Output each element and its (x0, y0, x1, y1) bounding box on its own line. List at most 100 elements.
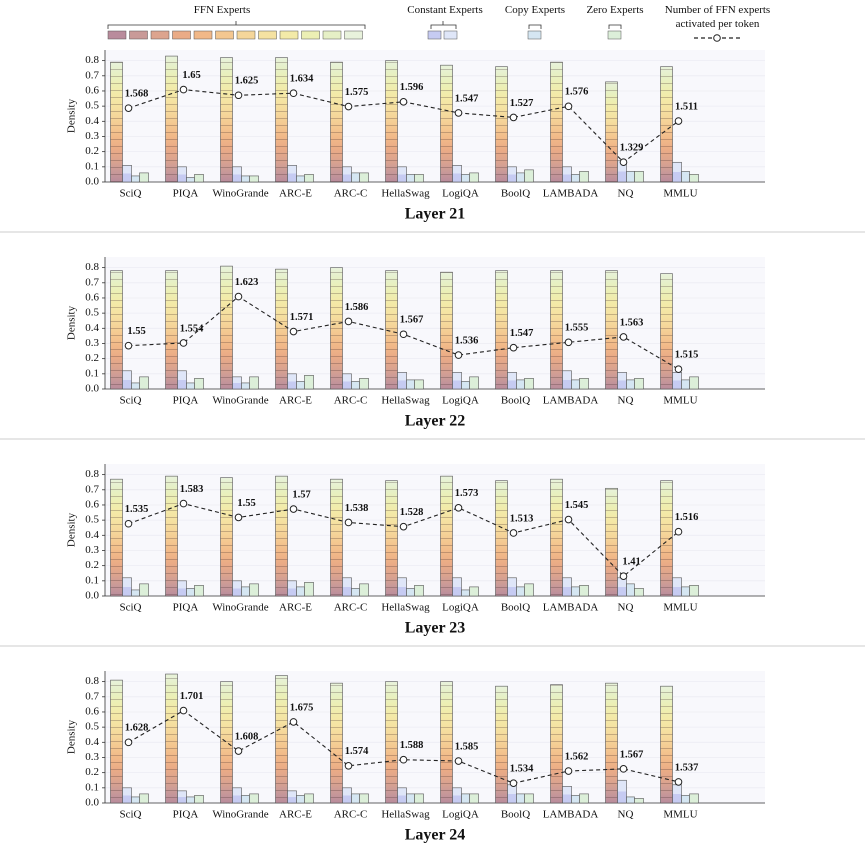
bar-texture (110, 270, 123, 389)
line-marker (564, 102, 573, 111)
bar-texture (495, 270, 508, 389)
data-label: 1.571 (290, 312, 314, 323)
data-label: 1.625 (235, 76, 259, 87)
bar-texture (275, 57, 288, 182)
line-marker (619, 572, 628, 581)
bar (516, 379, 525, 390)
bar (194, 174, 204, 183)
x-tick-label: HellaSwag (381, 602, 430, 614)
bar-texture (275, 675, 288, 803)
bar-texture (220, 57, 233, 182)
bar (177, 580, 187, 597)
legend-swatch (443, 30, 458, 40)
x-tick-label: NQ (618, 395, 634, 407)
bar (177, 370, 187, 390)
legend-swatch (258, 30, 277, 40)
legend-swatch (107, 30, 127, 40)
bar (351, 588, 360, 597)
bar-texture (550, 270, 563, 389)
data-label: 1.588 (400, 740, 424, 751)
bar (469, 586, 479, 597)
y-axis-label: Density (66, 98, 78, 133)
data-label: 1.515 (675, 350, 699, 361)
bar (634, 378, 644, 390)
bar (524, 583, 534, 597)
bar (516, 793, 525, 804)
x-tick-label: HellaSwag (381, 395, 430, 407)
y-tick-label: 0.6 (85, 84, 99, 96)
data-label: 1.545 (565, 500, 589, 511)
bar-texture (330, 683, 343, 803)
bar (617, 779, 627, 804)
line-marker (399, 755, 408, 764)
x-tick-label: SciQ (120, 188, 142, 200)
bar (634, 171, 644, 183)
bar (287, 790, 297, 804)
data-label: 1.575 (345, 87, 369, 98)
y-tick-label: 0.2 (85, 559, 99, 571)
y-axis-label: Density (66, 305, 78, 340)
bar (232, 166, 242, 183)
x-tick-label: LAMBADA (543, 809, 599, 821)
chart-title: Layer 23 (405, 620, 466, 637)
bar-texture (495, 66, 508, 182)
bar (186, 177, 195, 183)
line-marker (619, 333, 628, 341)
bar (359, 583, 369, 597)
x-tick-label: LogiQA (442, 809, 479, 821)
bar (672, 577, 682, 597)
line-marker (344, 518, 353, 527)
bar (524, 793, 534, 804)
bar (131, 796, 140, 804)
bar (342, 166, 352, 183)
bar (304, 582, 314, 597)
bar (139, 793, 149, 804)
line-marker (234, 513, 243, 522)
bar (672, 372, 682, 390)
legend-swatch (427, 30, 442, 40)
y-tick-label: 0.4 (85, 115, 99, 127)
bar (414, 379, 424, 390)
data-label: 1.538 (345, 503, 369, 514)
bar (351, 381, 360, 390)
x-tick-label: NQ (618, 188, 634, 200)
data-label: 1.634 (290, 74, 314, 85)
chart-title: Layer 22 (405, 413, 466, 430)
bar-texture (330, 62, 343, 182)
data-label: 1.623 (235, 277, 259, 288)
line-marker (509, 779, 518, 788)
data-label: 1.511 (675, 101, 698, 112)
bar (249, 583, 259, 597)
bar (342, 577, 352, 597)
data-label: 1.534 (510, 764, 534, 775)
bar (469, 172, 479, 183)
bar (406, 174, 415, 183)
bar-texture (495, 686, 508, 803)
bar (397, 787, 407, 804)
bar (634, 588, 644, 597)
bar (241, 175, 250, 183)
plot-area (105, 50, 765, 182)
bar (626, 796, 635, 804)
line-marker (399, 330, 408, 339)
bar-texture (385, 270, 398, 389)
y-tick-label: 0.8 (85, 54, 99, 66)
y-axis-label: Density (66, 512, 78, 547)
line-marker (454, 503, 463, 512)
bar (139, 583, 149, 597)
bar-texture (550, 479, 563, 596)
x-tick-label: BoolQ (501, 602, 530, 614)
bar (681, 795, 690, 804)
bar (681, 379, 690, 390)
bar (681, 586, 690, 597)
bar (452, 787, 462, 804)
bar-texture (385, 480, 398, 596)
bar (249, 175, 259, 183)
line-marker (399, 522, 408, 531)
bar (406, 588, 415, 597)
y-tick-label: 0.3 (85, 337, 99, 349)
bar (194, 795, 204, 804)
bar-texture (385, 681, 398, 803)
bar-texture (440, 681, 453, 803)
y-tick-label: 0.0 (85, 383, 99, 395)
